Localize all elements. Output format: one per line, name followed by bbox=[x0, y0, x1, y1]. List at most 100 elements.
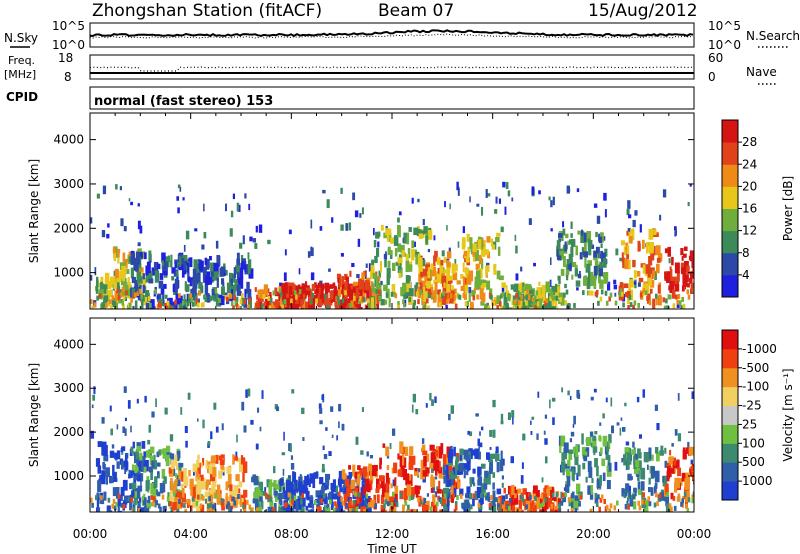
velocity-echo-cell bbox=[239, 461, 244, 473]
nsky-tick-bottom: 10^0 bbox=[52, 38, 85, 52]
power-echo-cell bbox=[642, 239, 645, 249]
power-echo-cell bbox=[405, 275, 410, 284]
power-echo-cell bbox=[583, 251, 589, 258]
velocity-echo-cell bbox=[162, 480, 166, 493]
velocity-noise-cell bbox=[418, 468, 421, 473]
velocity-echo-cell bbox=[594, 495, 599, 504]
power-noise-cell bbox=[229, 228, 233, 237]
velocity-echo-cell bbox=[595, 502, 599, 507]
velocity-echo-cell bbox=[633, 455, 636, 465]
power-noise-cell bbox=[225, 203, 228, 212]
power-echo-cell bbox=[173, 272, 178, 277]
velocity-echo-cell bbox=[666, 462, 672, 468]
velocity-noise-cell bbox=[537, 391, 540, 398]
velocity-echo-cell bbox=[578, 500, 581, 507]
power-noise-cell bbox=[422, 219, 425, 226]
velocity-echo-cell bbox=[477, 466, 481, 478]
power-echo-cell bbox=[437, 267, 440, 274]
power-noise-cell bbox=[614, 292, 617, 297]
velocity-echo-cell bbox=[176, 474, 181, 487]
power-noise-cell bbox=[495, 196, 498, 204]
power-echo-cell bbox=[461, 237, 466, 248]
velocity-echo-cell bbox=[152, 460, 158, 470]
power-echo-cell bbox=[423, 291, 428, 302]
power-echo-cell bbox=[553, 295, 556, 301]
velocity-echo-cell bbox=[144, 460, 149, 472]
velocity-echo-cell bbox=[269, 482, 274, 487]
velocity-noise-cell bbox=[687, 441, 690, 448]
velocity-echo-cell bbox=[449, 477, 454, 486]
power-echo-cell bbox=[618, 292, 622, 298]
velocity-noise-cell bbox=[589, 431, 594, 437]
velocity-echo-cell bbox=[382, 513, 386, 525]
power-echo-cell bbox=[113, 252, 116, 262]
power-echo-cell bbox=[204, 284, 209, 296]
velocity-echo-cell bbox=[97, 441, 103, 448]
velocity-echo-cell bbox=[472, 468, 476, 474]
velocity-echo-cell bbox=[357, 486, 360, 494]
power-echo-cell bbox=[141, 251, 146, 259]
power-echo-cell bbox=[446, 299, 449, 305]
velocity-noise-cell bbox=[479, 442, 483, 448]
power-noise-cell bbox=[354, 210, 359, 218]
power-echo-cell bbox=[385, 292, 389, 298]
velocity-echo-cell bbox=[687, 497, 691, 503]
power-echo-cell bbox=[629, 235, 633, 244]
velocity-noise-cell bbox=[510, 456, 514, 464]
power-echo-cell bbox=[284, 282, 289, 294]
velocity-echo-cell bbox=[149, 466, 154, 473]
velocity-echo-cell bbox=[465, 493, 468, 499]
velocity-echo-cell bbox=[560, 435, 566, 447]
power-noise-cell bbox=[500, 226, 504, 233]
velocity-echo-cell bbox=[131, 464, 135, 471]
power-echo-cell bbox=[622, 257, 626, 269]
velocity-noise-cell bbox=[624, 402, 627, 407]
power-echo-cell bbox=[464, 284, 469, 292]
power-echo-cell bbox=[558, 299, 561, 304]
velocity-echo-cell bbox=[530, 502, 533, 512]
velocity-echo-cell bbox=[111, 444, 115, 449]
velocity-echo-cell bbox=[572, 447, 576, 454]
velocity-echo-cell bbox=[513, 486, 517, 497]
velocity-echo-cell bbox=[368, 463, 373, 472]
power-colorbar-tick-label: 12 bbox=[742, 224, 757, 238]
velocity-echo-cell bbox=[251, 507, 254, 512]
velocity-echo-cell bbox=[376, 512, 378, 519]
power-echo-cell bbox=[584, 257, 587, 268]
power-echo-cell bbox=[134, 292, 137, 298]
velocity-echo-cell bbox=[589, 508, 593, 512]
power-echo-cell bbox=[375, 289, 379, 295]
velocity-noise-cell bbox=[573, 415, 576, 425]
power-echo-cell bbox=[600, 243, 603, 249]
velocity-echo-cell bbox=[212, 504, 215, 510]
freq-unit-label: [MHz] bbox=[4, 68, 36, 81]
velocity-echo-cell bbox=[628, 491, 632, 497]
power-echo-cell bbox=[204, 257, 208, 265]
power-colorbar-tick-label: 20 bbox=[742, 179, 757, 193]
power-echo-cell bbox=[233, 289, 236, 299]
velocity-echo-cell bbox=[195, 501, 199, 506]
velocity-echo-cell bbox=[608, 508, 611, 512]
power-noise-cell bbox=[351, 263, 355, 268]
power-echo-cell bbox=[314, 289, 320, 295]
velocity-noise-cell bbox=[544, 438, 548, 445]
power-echo-cell bbox=[283, 299, 287, 305]
velocity-echo-cell bbox=[142, 500, 146, 506]
velocity-echo-cell bbox=[567, 459, 571, 467]
velocity-noise-cell bbox=[429, 392, 432, 401]
velocity-echo-cell bbox=[267, 506, 273, 512]
power-echo-cell bbox=[361, 289, 364, 296]
power-echo-cell bbox=[590, 290, 594, 296]
velocity-echo-cell bbox=[394, 498, 398, 504]
velocity-echo-cell bbox=[196, 477, 201, 489]
power-echo-cell bbox=[134, 280, 139, 289]
velocity-echo-cell bbox=[563, 442, 569, 453]
power-echo-cell bbox=[317, 287, 322, 296]
power-echo-cell bbox=[423, 226, 428, 235]
power-echo-cell bbox=[619, 282, 624, 294]
velocity-echo-cell bbox=[193, 493, 196, 499]
velocity-echo-cell bbox=[325, 473, 330, 481]
velocity-echo-cell bbox=[285, 502, 288, 508]
power-echo-cell bbox=[260, 309, 262, 316]
velocity-echo-cell bbox=[655, 492, 658, 498]
